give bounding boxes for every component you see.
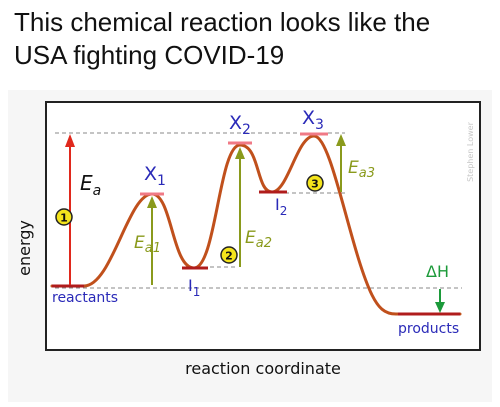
energy-diagram: 1 2 3 X1 X2 X3 I1 I2 Ea Ea1 Ea2 Ea3 reac…: [8, 90, 492, 402]
x-axis-label: reaction coordinate: [185, 359, 341, 378]
caption-line-2: USA fighting COVID-19: [14, 40, 285, 70]
step-2-activation-energy-label: Ea2: [245, 228, 272, 251]
transition-state-3-label: X3: [302, 107, 324, 133]
y-axis-label: energy: [15, 220, 34, 276]
step-3-activation-arrow: [336, 134, 346, 192]
dashed-reference-lines: [55, 132, 462, 289]
step-marker-3: 3: [306, 174, 324, 192]
step-2-activation-arrow: [235, 147, 245, 267]
step-marker-3-label: 3: [311, 178, 319, 191]
overall-activation-energy-label: Ea: [80, 171, 101, 199]
watermark-text: Stephen Lower: [466, 121, 475, 181]
transition-state-1-label: X1: [144, 163, 166, 189]
delta-h-label: ΔH: [426, 262, 449, 281]
meme-caption: This chemical reaction looks like the US…: [14, 6, 494, 72]
step-marker-2: 2: [220, 246, 238, 264]
step-marker-1: 1: [55, 208, 73, 226]
step-marker-1-label: 1: [60, 212, 68, 225]
intermediate-2-label: I2: [275, 195, 287, 218]
step-marker-2-label: 2: [225, 250, 233, 263]
step-1-activation-arrow: [147, 196, 157, 285]
step-3-activation-energy-label: Ea3: [348, 158, 375, 181]
products-label: products: [398, 321, 459, 337]
reactants-label: reactants: [52, 290, 118, 306]
transition-state-2-label: X2: [229, 112, 251, 138]
step-1-activation-energy-label: Ea1: [134, 233, 161, 256]
intermediate-1-label: I1: [188, 276, 200, 299]
caption-line-1: This chemical reaction looks like the: [14, 7, 431, 37]
transition-state-markers: [140, 132, 328, 196]
energy-diagram-figure: 1 2 3 X1 X2 X3 I1 I2 Ea Ea1 Ea2 Ea3 reac…: [0, 90, 500, 402]
delta-h-arrow: [435, 289, 445, 313]
energy-levels: [52, 190, 460, 316]
plot-frame: [45, 101, 481, 351]
